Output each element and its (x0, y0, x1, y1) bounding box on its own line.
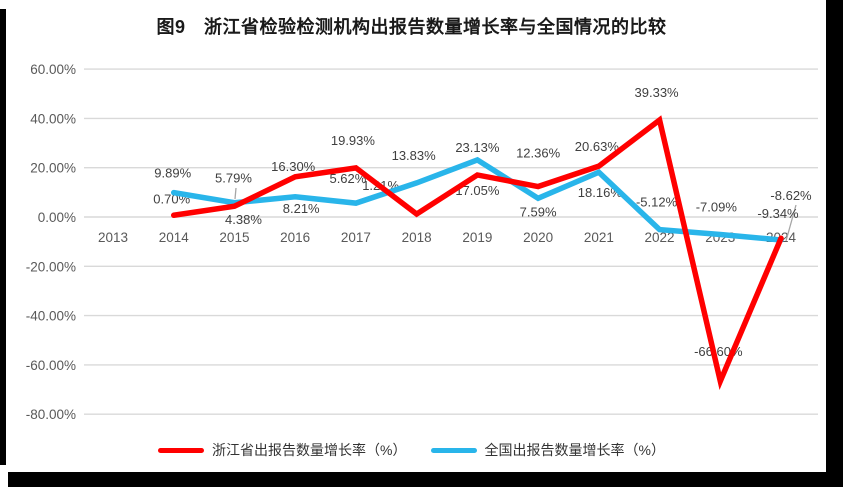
national-data-label: -5.12% (636, 195, 678, 210)
zhejiang-data-label: 12.36% (516, 146, 561, 161)
bottom-edge-bar (8, 472, 843, 487)
zhejiang-line-swatch (158, 447, 205, 453)
x-axis-tick-label: 2015 (219, 230, 249, 245)
zhejiang-series-line (170, 115, 784, 391)
legend-label-national: 全国出报告数量增长率（%） (484, 442, 665, 458)
zhejiang-data-label: 20.63% (575, 139, 620, 154)
national-data-label: 7.59% (520, 204, 557, 219)
y-axis-tick-label: 60.00% (30, 62, 76, 77)
y-axis-tick-label: -60.00% (26, 358, 76, 373)
x-axis-tick-label: 2022 (645, 230, 675, 245)
y-axis-tick-label: -80.00% (26, 407, 76, 422)
x-axis-tick-label: 2019 (462, 230, 492, 245)
national-data-label: -9.34% (757, 206, 799, 221)
national-line-swatch (430, 447, 477, 453)
x-axis-tick-label: 2018 (402, 230, 432, 245)
national-data-label: 18.16% (578, 185, 623, 200)
label-leader-line (234, 187, 237, 200)
zhejiang-data-label: -8.62% (770, 188, 812, 203)
y-axis-tick-label: -20.00% (26, 259, 76, 274)
national-series-line (170, 156, 784, 243)
x-axis-tick-label: 2013 (98, 230, 128, 245)
y-axis-tick-label: -40.00% (26, 309, 76, 324)
legend-item-zhejiang: 浙江省出报告数量增长率（%） (158, 440, 407, 460)
national-data-label: 9.89% (154, 166, 191, 181)
x-axis-tick-label: 2017 (341, 230, 371, 245)
y-axis-tick-label: 20.00% (30, 161, 76, 176)
zhejiang-data-label: 19.93% (331, 133, 376, 148)
national-data-label: 23.13% (455, 140, 500, 155)
national-data-label: -7.09% (696, 199, 738, 214)
y-axis-tick-label: 0.00% (38, 210, 76, 225)
x-axis-tick-label: 2020 (523, 230, 553, 245)
legend-item-national: 全国出报告数量增长率（%） (430, 440, 665, 460)
national-data-label: 8.21% (283, 201, 320, 216)
x-axis-tick-label: 2021 (584, 230, 614, 245)
x-axis-tick-label: 2014 (159, 230, 190, 245)
zhejiang-data-label: 17.05% (455, 183, 500, 198)
zhejiang-data-label: 16.30% (271, 159, 316, 174)
x-axis-tick-label: 2016 (280, 230, 310, 245)
legend-label-zhejiang: 浙江省出报告数量增长率（%） (212, 442, 407, 458)
chart-title: 图9 浙江省检验检测机构出报告数量增长率与全国情况的比较 (156, 17, 667, 37)
national-data-label: 13.83% (392, 148, 437, 163)
right-edge-bar (826, 0, 843, 474)
zhejiang-data-label: 4.38% (225, 212, 262, 227)
zhejiang-data-label: 39.33% (635, 85, 680, 100)
national-data-label: 5.79% (215, 171, 252, 186)
y-axis-tick-label: 40.00% (30, 111, 76, 126)
chart-legend: 浙江省出报告数量增长率（%） 全国出报告数量增长率（%） (0, 438, 823, 462)
national-data-label: 5.62% (329, 171, 366, 186)
label-leader-line (785, 204, 797, 242)
left-edge-bar (0, 9, 6, 465)
